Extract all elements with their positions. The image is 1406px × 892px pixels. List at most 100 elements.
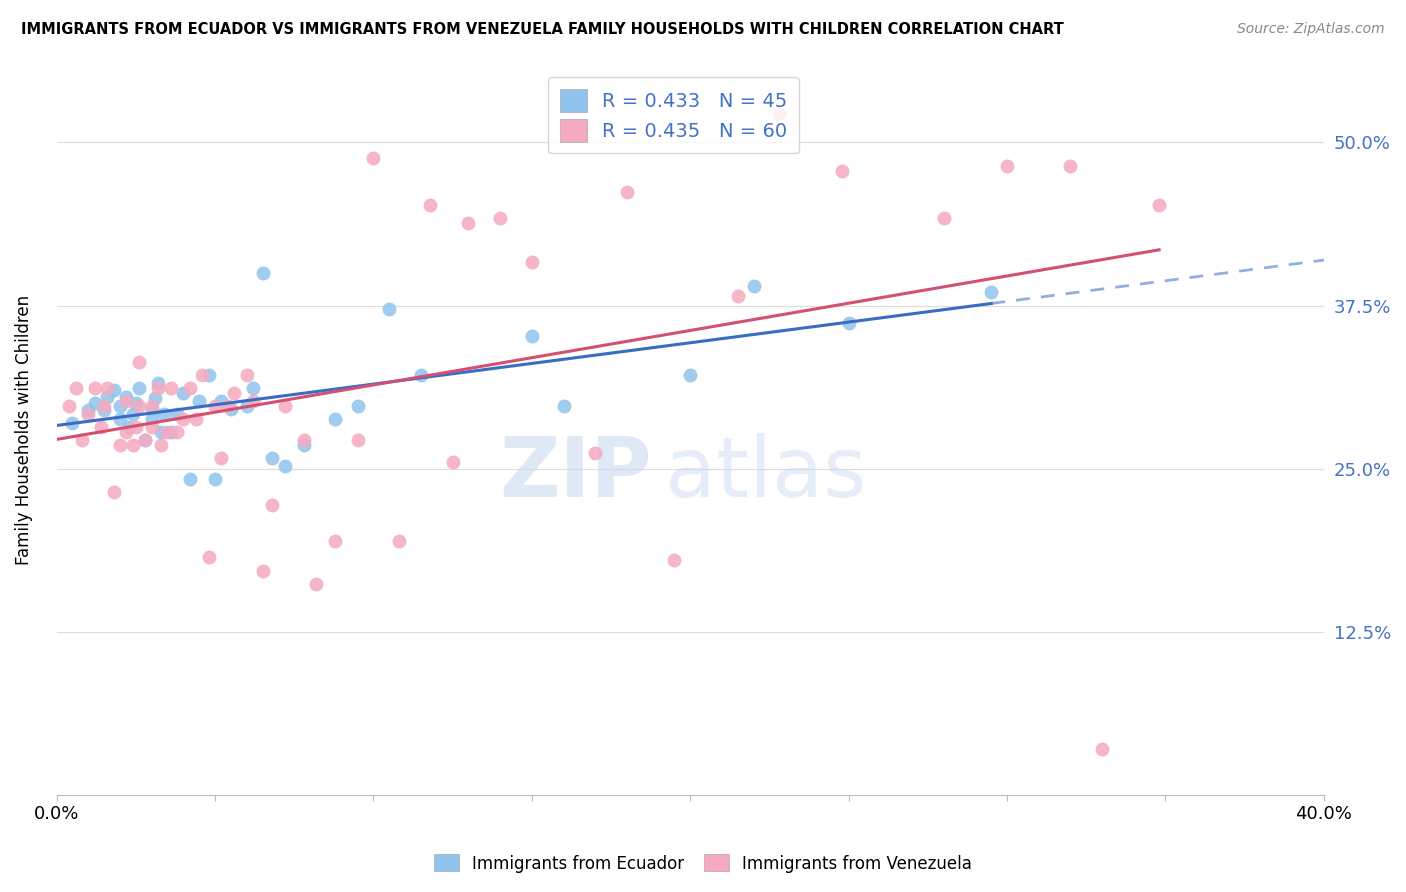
Point xyxy=(96,390,118,404)
Point xyxy=(156,425,179,439)
Point xyxy=(90,420,112,434)
Point xyxy=(108,412,131,426)
Point xyxy=(150,425,173,439)
Point xyxy=(346,433,368,447)
Point xyxy=(77,403,100,417)
Point xyxy=(292,438,315,452)
Point xyxy=(172,386,194,401)
Legend: Immigrants from Ecuador, Immigrants from Venezuela: Immigrants from Ecuador, Immigrants from… xyxy=(427,847,979,880)
Point xyxy=(388,533,411,548)
Point xyxy=(115,390,138,404)
Point xyxy=(121,438,143,452)
Point xyxy=(197,368,219,382)
Point xyxy=(143,391,166,405)
Text: Source: ZipAtlas.com: Source: ZipAtlas.com xyxy=(1237,22,1385,37)
Point xyxy=(260,498,283,512)
Point xyxy=(219,401,242,416)
Point xyxy=(995,159,1018,173)
Point xyxy=(83,381,105,395)
Point xyxy=(115,393,138,408)
Point xyxy=(58,399,80,413)
Point xyxy=(457,216,479,230)
Point xyxy=(150,438,173,452)
Text: IMMIGRANTS FROM ECUADOR VS IMMIGRANTS FROM VENEZUELA FAMILY HOUSEHOLDS WITH CHIL: IMMIGRANTS FROM ECUADOR VS IMMIGRANTS FR… xyxy=(21,22,1064,37)
Point xyxy=(125,396,148,410)
Point xyxy=(222,386,245,401)
Point xyxy=(553,399,575,413)
Point xyxy=(121,407,143,421)
Point xyxy=(242,381,264,395)
Point xyxy=(252,266,274,280)
Point xyxy=(980,285,1002,300)
Point xyxy=(831,164,853,178)
Point xyxy=(108,399,131,413)
Point xyxy=(235,399,257,413)
Point xyxy=(209,393,232,408)
Point xyxy=(217,399,239,413)
Point xyxy=(83,396,105,410)
Point xyxy=(96,381,118,395)
Point xyxy=(409,368,432,382)
Point xyxy=(77,407,100,421)
Point xyxy=(146,381,169,395)
Legend: R = 0.433   N = 45, R = 0.435   N = 60: R = 0.433 N = 45, R = 0.435 N = 60 xyxy=(548,78,799,153)
Point xyxy=(146,376,169,390)
Point xyxy=(664,553,686,567)
Point xyxy=(128,381,150,395)
Point xyxy=(159,425,181,439)
Point xyxy=(378,302,401,317)
Point xyxy=(141,420,163,434)
Point xyxy=(209,451,232,466)
Point xyxy=(179,381,201,395)
Point xyxy=(103,384,125,398)
Point xyxy=(179,472,201,486)
Point xyxy=(108,438,131,452)
Point xyxy=(838,316,860,330)
Point xyxy=(520,328,543,343)
Point xyxy=(197,550,219,565)
Point xyxy=(93,403,115,417)
Point xyxy=(141,401,163,416)
Point xyxy=(325,412,347,426)
Point xyxy=(70,433,93,447)
Point xyxy=(184,412,207,426)
Point xyxy=(583,446,606,460)
Point xyxy=(1091,742,1114,756)
Point xyxy=(62,416,84,430)
Point xyxy=(128,354,150,368)
Point xyxy=(520,255,543,269)
Point xyxy=(1059,159,1081,173)
Point xyxy=(235,368,257,382)
Point xyxy=(65,381,87,395)
Point xyxy=(292,433,315,447)
Point xyxy=(252,564,274,578)
Point xyxy=(191,368,214,382)
Point xyxy=(441,455,464,469)
Text: ZIP: ZIP xyxy=(499,433,652,514)
Point xyxy=(742,279,765,293)
Point xyxy=(141,412,163,426)
Point xyxy=(128,399,150,413)
Point xyxy=(727,289,749,303)
Point xyxy=(125,420,148,434)
Point xyxy=(103,485,125,500)
Point xyxy=(93,399,115,413)
Point xyxy=(363,151,385,165)
Point xyxy=(346,399,368,413)
Point xyxy=(172,412,194,426)
Point xyxy=(166,407,188,421)
Point xyxy=(115,425,138,439)
Point xyxy=(419,198,441,212)
Point xyxy=(274,399,297,413)
Point xyxy=(118,420,141,434)
Point xyxy=(159,381,181,395)
Y-axis label: Family Households with Children: Family Households with Children xyxy=(15,294,32,565)
Point xyxy=(166,425,188,439)
Point xyxy=(204,472,226,486)
Point xyxy=(204,399,226,413)
Point xyxy=(305,576,328,591)
Point xyxy=(188,393,211,408)
Point xyxy=(242,393,264,408)
Point xyxy=(260,451,283,466)
Point xyxy=(679,368,702,382)
